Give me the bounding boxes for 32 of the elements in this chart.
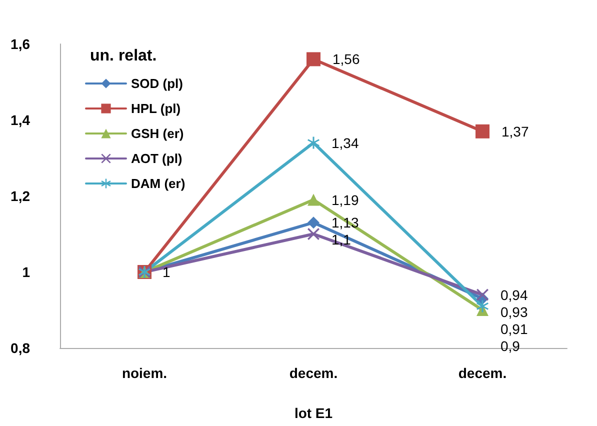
x-axis-title: lot E1 <box>294 405 333 421</box>
y-axis-title: un. relat. <box>90 48 157 64</box>
point <box>308 136 320 149</box>
point <box>476 288 488 301</box>
x-tick-label: decem. <box>289 365 338 381</box>
legend-label: DAM (er) <box>131 176 186 191</box>
y-tick-label: 1,6 <box>10 36 30 52</box>
data-label: 0,91 <box>500 320 528 337</box>
x-tick-label: noiem. <box>122 365 168 381</box>
point <box>308 228 320 240</box>
point <box>476 300 488 312</box>
data-label: 1,19 <box>332 192 359 208</box>
y-tick-label: 1,4 <box>10 112 30 128</box>
legend-label: HPL (pl) <box>131 101 181 116</box>
data-label: 0,9 <box>500 338 520 354</box>
x-tick-label: decem. <box>458 365 507 381</box>
point <box>306 52 320 66</box>
point <box>308 194 320 206</box>
point <box>476 124 490 138</box>
y-tick-label: 1 <box>22 264 30 280</box>
y-tick-label: 0,8 <box>10 340 30 356</box>
data-label: 1,56 <box>332 51 360 68</box>
y-tick-label: 1,2 <box>10 188 30 204</box>
data-label: 0,94 <box>500 286 528 303</box>
legend-label: GSH (er) <box>131 126 184 141</box>
legend-label: AOT (pl) <box>131 151 182 166</box>
data-label: 0,93 <box>500 304 528 320</box>
data-label: 1 <box>162 264 170 280</box>
point <box>308 216 320 229</box>
data-label: 1,37 <box>502 123 529 140</box>
legend-label: SOD (pl) <box>131 76 183 91</box>
data-label: 1,34 <box>332 134 359 151</box>
